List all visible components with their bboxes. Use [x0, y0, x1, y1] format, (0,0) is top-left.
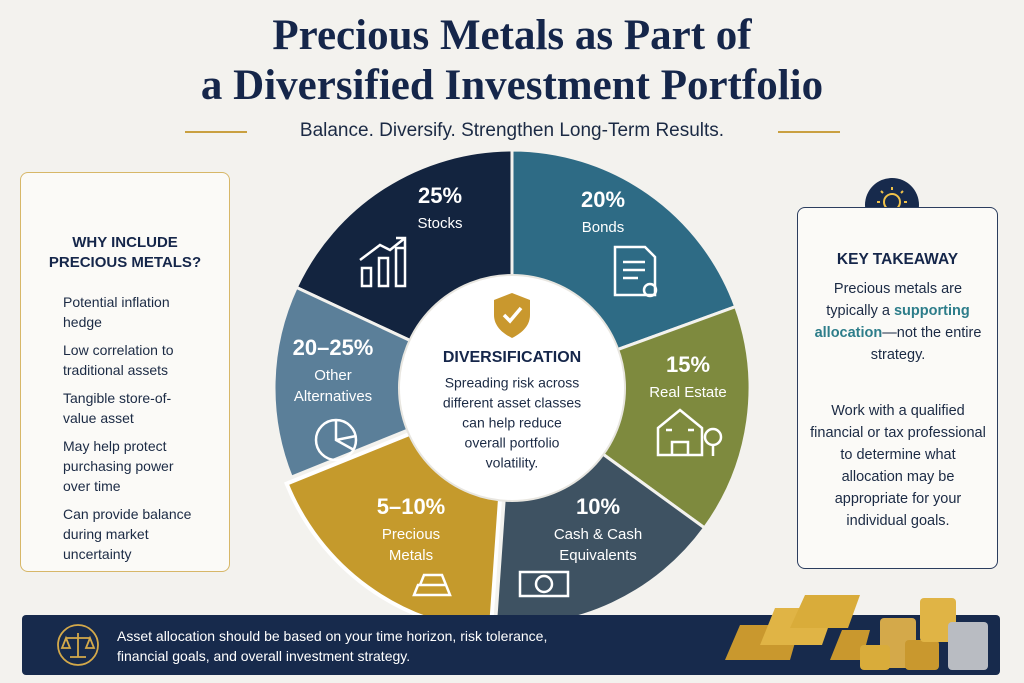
rule [185, 131, 247, 133]
pie-segment [508, 304, 752, 530]
segment-label: Bonds [582, 219, 625, 236]
item-line: Potential inflation [63, 294, 170, 310]
segment-label: Precious [382, 526, 440, 543]
title: a Diversified Investment Portfolio [200, 62, 824, 109]
segment-percent: 15% [666, 352, 710, 377]
list-item: Tangible store-of-value asset [63, 388, 171, 428]
segment-label: Other [314, 367, 352, 384]
item-line: over time [63, 478, 121, 494]
segment-label: Equivalents [559, 547, 637, 564]
shield-icon [494, 293, 530, 338]
money-icon [518, 570, 570, 598]
center-text: overall portfolio [465, 435, 560, 451]
takeaway-text: Precious metals are typically a supporti… [810, 278, 986, 366]
right-panel: KEY TAKEAWAY Precious metals are typical… [797, 207, 998, 569]
document-icon [613, 245, 658, 298]
highlight: supporting allocation [814, 303, 970, 341]
center-text: can help reduce [462, 415, 562, 431]
center-text: Spreading risk across [445, 375, 580, 391]
heading-line: WHY INCLUDE [72, 234, 178, 251]
segment-label: Cash & Cash [554, 526, 642, 543]
segment-percent: 20–25% [293, 335, 374, 360]
list-item: May help protect purchasing power over tim… [63, 436, 174, 496]
segment-percent: 25% [418, 183, 462, 208]
item-line: Low correlation to [63, 342, 174, 358]
segment-percent: 20% [581, 187, 625, 212]
left-panel: WHY INCLUDE PRECIOUS METALS? Potential in… [20, 172, 230, 572]
text: Precious metals are typically a [826, 281, 963, 319]
panel-heading: WHY INCLUDE PRECIOUS METALS? [21, 233, 229, 273]
segment-percent: 5–10% [377, 494, 446, 519]
item-line: traditional assets [63, 362, 169, 378]
item-line: May help protect [63, 438, 167, 454]
center-heading: DIVERSIFICATION [443, 349, 581, 366]
panel-heading: KEY TAKEAWAY [836, 251, 959, 268]
chart-icon [359, 236, 407, 288]
bars-icon [412, 573, 452, 597]
item-line: during market [63, 526, 149, 542]
center-text: different asset classes [443, 395, 581, 411]
house-icon [656, 408, 723, 457]
item-line: Tangible store-of- [63, 390, 172, 406]
item-line: value asset [63, 410, 134, 426]
title: Precious Metals as Part of [272, 12, 752, 59]
list-item: Can provide balance during market uncertai… [63, 504, 191, 564]
segment-label: Alternatives [294, 388, 372, 405]
rule [778, 131, 840, 133]
segment-label: Real Estate [649, 384, 727, 401]
gold-illustration [725, 595, 988, 670]
advice-text: Work with a qualified financial or tax p… [810, 403, 986, 529]
footer-text: Asset allocation should be based on your… [117, 628, 548, 664]
scale-icon [57, 624, 99, 666]
pie-segment [272, 285, 516, 480]
segment-percent: 10% [576, 494, 620, 519]
segment-label: Metals [389, 547, 433, 564]
center-circle [398, 274, 626, 502]
subtitle: Balance. Diversify. Strengthen Long-Term… [299, 120, 725, 141]
segment-label: Stocks [417, 215, 462, 232]
center-text: volatility. [486, 455, 539, 471]
text: —not the entire strategy. [870, 325, 982, 363]
item-line: uncertainty [63, 546, 132, 562]
item-line: purchasing power [63, 458, 174, 474]
pie-icon [314, 418, 358, 462]
list-item: Potential inflation hedge [63, 292, 170, 332]
heading-line: PRECIOUS METALS? [48, 254, 202, 271]
list-item: Low correlation to traditional assets [63, 340, 174, 380]
item-line: Can provide balance [63, 506, 192, 522]
item-line: hedge [63, 314, 102, 330]
